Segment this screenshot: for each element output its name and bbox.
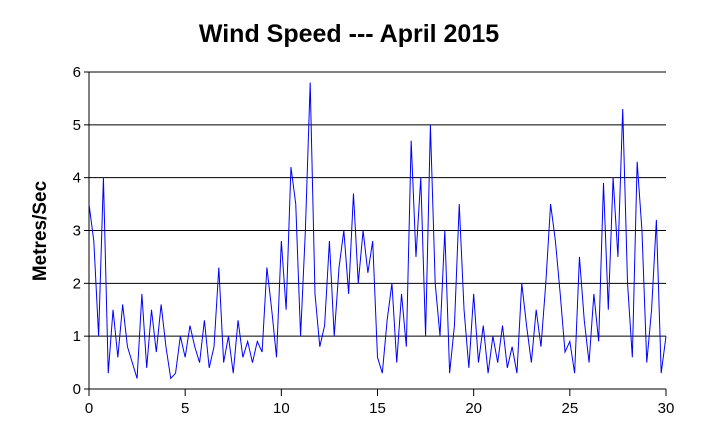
y-tick-label: 5: [73, 117, 81, 134]
x-tick-label: 30: [658, 400, 675, 417]
y-tick-label: 6: [73, 64, 81, 81]
x-tick-label: 15: [369, 400, 386, 417]
y-tick-label: 3: [73, 223, 81, 240]
x-tick-label: 10: [273, 400, 290, 417]
y-axis-label: Metres/Sec: [30, 180, 51, 281]
x-tick-label: 5: [181, 400, 189, 417]
chart-title: Wind Speed --- April 2015: [199, 20, 499, 48]
x-tick-label: 25: [561, 400, 578, 417]
x-tick-label: 0: [85, 400, 93, 417]
y-tick-label: 1: [73, 328, 81, 345]
y-tick-label: 0: [73, 381, 81, 398]
y-tick-label: 2: [73, 275, 81, 292]
data-line: [88, 82, 667, 380]
x-tick-label: 20: [465, 400, 482, 417]
y-tick-label: 4: [73, 170, 81, 187]
